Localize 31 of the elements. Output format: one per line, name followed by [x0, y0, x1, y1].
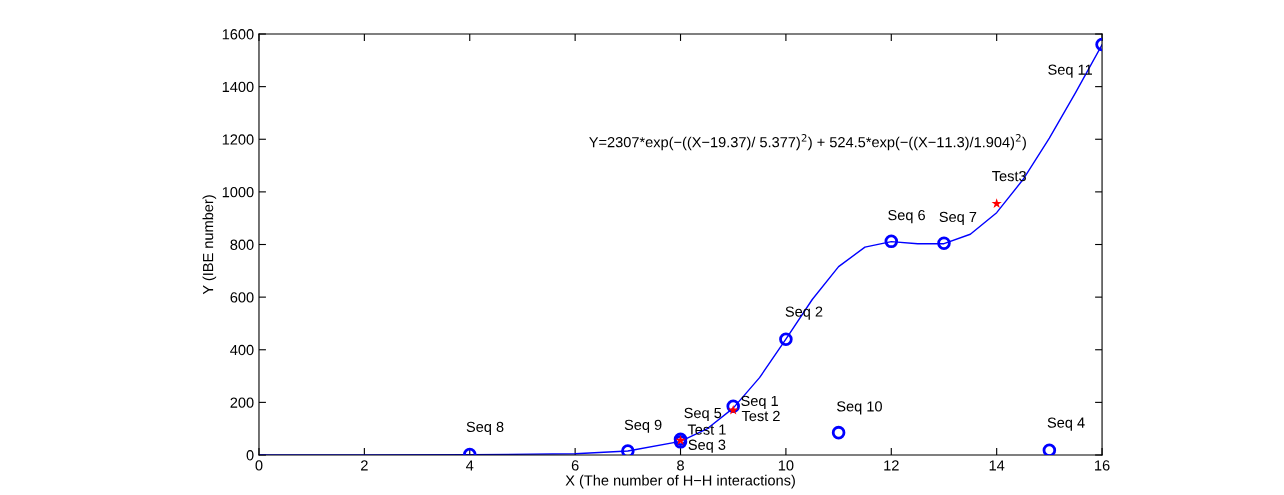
x-tick-label: 10	[778, 460, 794, 471]
y-tick-label: 1000	[222, 186, 254, 198]
x-tick-label: 8	[677, 460, 684, 471]
y-tick-label: 400	[230, 344, 254, 356]
y-tick-label: 1200	[222, 134, 254, 145]
y-tick-label: 800	[230, 239, 254, 250]
annotation: Seq 5	[684, 407, 722, 422]
y-tick-label: 1600	[222, 29, 254, 40]
y-tick-label: 0	[246, 450, 254, 461]
x-tick-label: 16	[1095, 460, 1110, 471]
annotation: Y=2307*exp(−((X−19.37)/ 5.377)$^{2}$) + 524.5*exp(−((X−11.3)/1.904)$^{2}$)	[589, 134, 1026, 151]
annotation: Seq 10	[836, 401, 882, 415]
x-tick-label: 2	[361, 460, 368, 471]
y-tick-label: 1400	[222, 81, 254, 93]
x-tick-label: 12	[884, 460, 899, 471]
annotation: Seq 1	[741, 395, 778, 409]
annotation: Seq 9	[624, 419, 662, 433]
x-tick-label: 0	[255, 460, 263, 471]
annotation: Seq 7	[939, 211, 977, 225]
x-tick-label: 6	[571, 460, 579, 471]
annotation: Seq 3	[688, 439, 726, 453]
annotation: Seq 8	[466, 421, 504, 435]
y-tick-label: 600	[230, 292, 254, 303]
y-axis-title: Y (IBE number)	[202, 195, 217, 295]
annotation: Seq 4	[1047, 417, 1085, 431]
annotation: Seq 6	[888, 209, 925, 224]
x-axis-title: X (The number of H−H interactions)	[565, 474, 795, 489]
y-tick-label: 200	[230, 397, 254, 408]
x-tick-label: 4	[466, 460, 474, 471]
annotation: Test 2	[741, 410, 780, 422]
x-tick-label: 14	[989, 460, 1005, 471]
